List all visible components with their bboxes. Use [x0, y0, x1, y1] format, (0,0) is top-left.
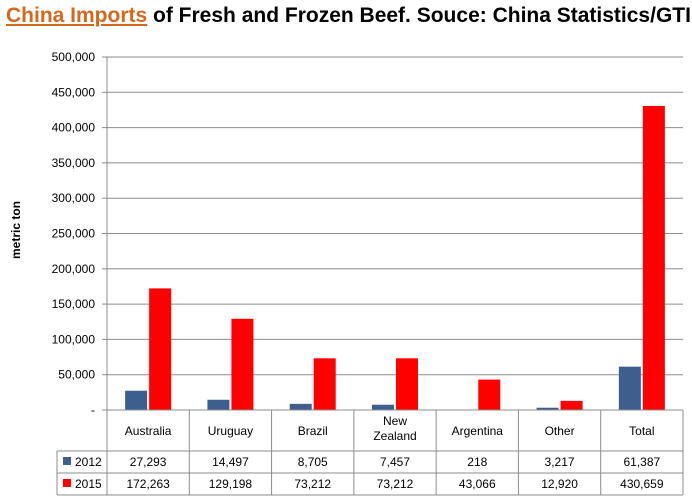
- y-tick-label: 450,000: [52, 85, 96, 99]
- bar-2012: [536, 407, 559, 410]
- gridlines: [107, 56, 683, 376]
- bar-2012: [125, 390, 148, 410]
- bar-2015: [313, 358, 336, 410]
- y-axis: - 50,000 100,000 150,000 200,000 250,000 300,0…: [52, 50, 108, 417]
- data-label: 43,066: [459, 477, 496, 491]
- chart-title-highlight: China Imports: [6, 4, 148, 27]
- legend-label: 2012: [75, 455, 102, 469]
- chart-title-rest: of Fresh and Frozen Beef. Souce: China S…: [147, 4, 692, 27]
- data-label: 12,920: [541, 477, 578, 491]
- bar-2015: [231, 318, 254, 410]
- y-tick-label: 250,000: [52, 227, 96, 241]
- data-label: 7,457: [380, 455, 410, 469]
- category-label: Australia: [125, 424, 172, 438]
- y-tick-label: 50,000: [58, 368, 95, 382]
- category-label: Uruguay: [208, 424, 253, 438]
- category-label: New Zealand: [373, 414, 416, 443]
- bar-2012: [289, 403, 312, 410]
- legend-label: 2015: [75, 477, 102, 491]
- category-label: Argentina: [452, 424, 504, 438]
- data-label: 8,705: [298, 455, 328, 469]
- y-tick-label: 300,000: [52, 191, 96, 205]
- bar-2015: [560, 400, 583, 410]
- category-label: Other: [545, 424, 575, 438]
- y-tick-label: 350,000: [52, 156, 96, 170]
- y-axis-label: metric ton: [9, 201, 23, 259]
- data-label: 3,217: [545, 455, 575, 469]
- bar-2012: [372, 404, 394, 410]
- y-tick-label: 500,000: [52, 50, 96, 64]
- y-tick-label: 400,000: [52, 121, 96, 135]
- data-label: 172,263: [126, 477, 170, 491]
- data-label: 61,387: [624, 455, 661, 469]
- legend-key-2012: [63, 457, 71, 465]
- y-tick-label: 200,000: [52, 262, 96, 276]
- data-label: 430,659: [620, 477, 664, 491]
- bar-2015: [642, 105, 665, 410]
- data-label: 129,198: [209, 477, 253, 491]
- bar-2012: [618, 366, 641, 410]
- data-table: Australia Uruguay Brazil New Zealand Argentin…: [56, 409, 684, 496]
- chart-title: China Imports of Fresh and Frozen Beef. …: [6, 4, 692, 28]
- bar-2015: [396, 358, 418, 410]
- bar-2015: [478, 379, 501, 410]
- data-label: 14,497: [212, 455, 249, 469]
- data-label: 73,212: [294, 477, 331, 491]
- data-label: 27,293: [130, 455, 167, 469]
- bar-2012: [207, 399, 230, 410]
- data-label: 218: [467, 455, 487, 469]
- data-label: 73,212: [377, 477, 414, 491]
- legend-key-2015: [63, 479, 71, 487]
- y-tick-label: 100,000: [52, 332, 96, 346]
- y-tick-label: 150,000: [52, 297, 96, 311]
- y-tick-label: -: [91, 403, 95, 417]
- category-label: Brazil: [298, 424, 328, 438]
- bar-2015: [149, 288, 172, 410]
- bars: [125, 105, 665, 411]
- category-label: Total: [629, 424, 654, 438]
